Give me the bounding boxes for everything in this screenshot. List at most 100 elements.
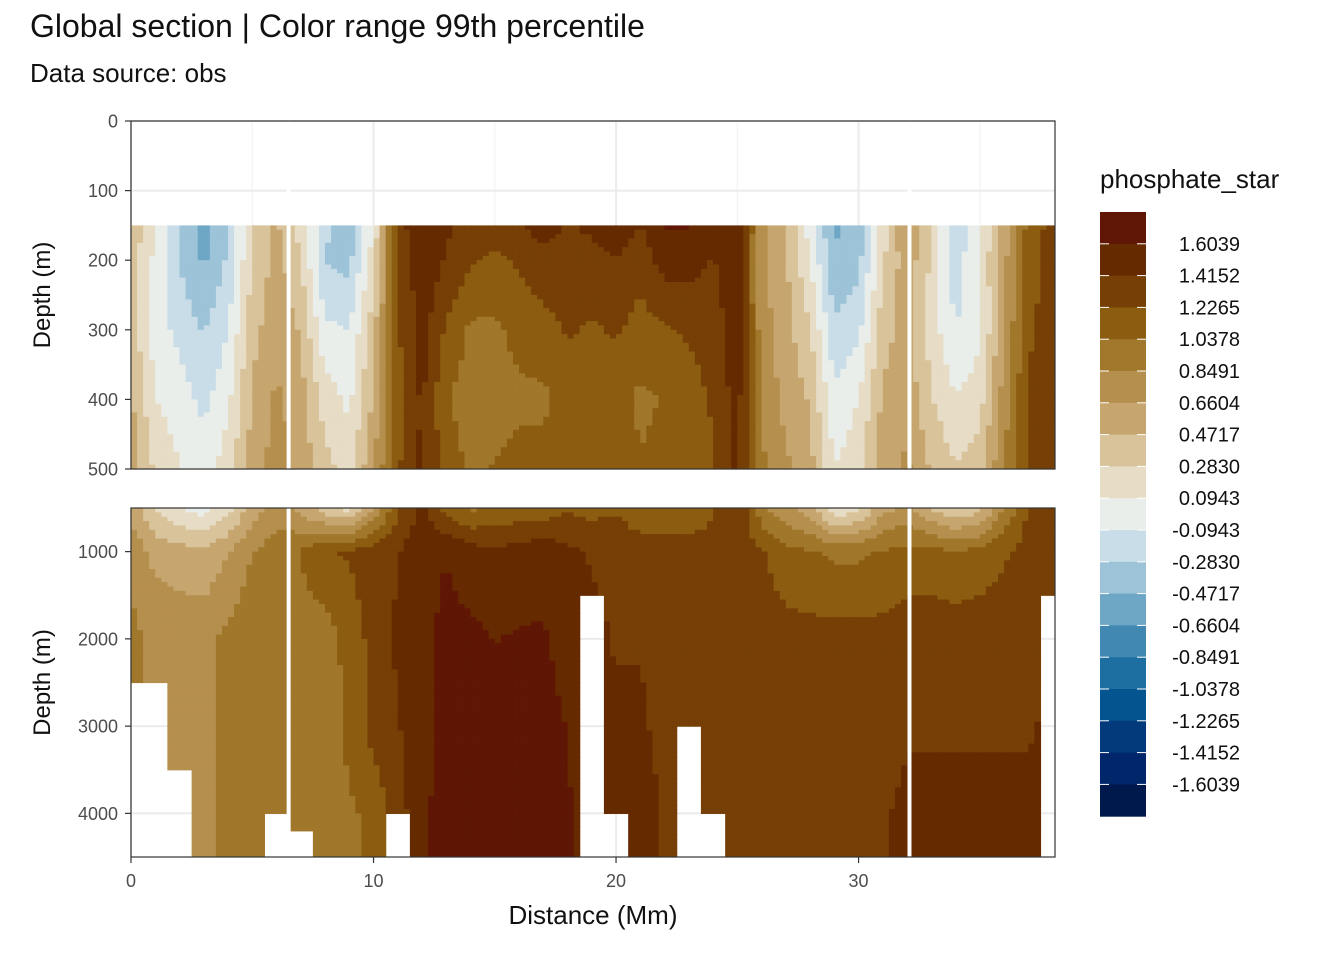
heatmap-cell bbox=[215, 364, 223, 370]
heatmap-cell bbox=[452, 403, 459, 409]
heatmap-cell bbox=[197, 460, 205, 466]
heatmap-cell bbox=[567, 390, 575, 396]
heatmap-cell bbox=[258, 368, 265, 374]
heatmap-cell bbox=[294, 403, 302, 409]
heatmap-cell bbox=[391, 273, 399, 279]
heatmap-cell bbox=[349, 242, 356, 248]
heatmap-cell bbox=[622, 390, 629, 396]
heatmap-cell bbox=[325, 425, 332, 431]
heatmap-cell bbox=[452, 429, 459, 435]
heatmap-cell bbox=[519, 329, 526, 335]
heatmap-cell bbox=[379, 390, 387, 396]
heatmap-cell bbox=[609, 264, 617, 270]
heatmap-cell bbox=[197, 238, 205, 244]
heatmap-cell bbox=[325, 268, 332, 274]
heatmap-cell bbox=[634, 368, 641, 374]
heatmap-cell bbox=[591, 234, 599, 240]
heatmap-cell bbox=[525, 338, 532, 344]
heatmap-cell bbox=[537, 242, 544, 248]
heatmap-cell bbox=[506, 438, 514, 444]
heatmap-cell bbox=[628, 442, 635, 448]
heatmap-cell bbox=[555, 290, 563, 296]
heatmap-cell bbox=[519, 277, 526, 283]
heatmap-cell bbox=[373, 377, 381, 383]
heatmap-cell bbox=[246, 451, 253, 457]
heatmap-cell bbox=[555, 264, 563, 270]
heatmap-cell bbox=[355, 355, 362, 361]
heatmap-cell bbox=[397, 255, 405, 261]
heatmap-cell bbox=[452, 347, 459, 353]
heatmap-cell bbox=[379, 295, 387, 300]
heatmap-cell bbox=[343, 364, 350, 370]
heatmap-cell bbox=[349, 255, 356, 261]
heatmap-cell bbox=[221, 273, 229, 279]
heatmap-cell bbox=[131, 334, 138, 340]
heatmap-cell bbox=[440, 281, 447, 287]
heatmap-cell bbox=[258, 390, 265, 396]
heatmap-cell bbox=[191, 281, 199, 287]
heatmap-cell bbox=[616, 242, 623, 248]
heatmap-cell bbox=[131, 277, 138, 283]
heatmap-cell bbox=[500, 281, 508, 287]
heatmap-cell bbox=[555, 238, 563, 244]
heatmap-cell bbox=[640, 360, 647, 366]
heatmap-cell bbox=[143, 351, 150, 357]
heatmap-cell bbox=[228, 316, 235, 322]
heatmap-cell bbox=[349, 238, 356, 244]
heatmap-cell bbox=[367, 364, 375, 370]
heatmap-cell bbox=[397, 247, 405, 253]
heatmap-cell bbox=[500, 268, 508, 274]
heatmap-cell bbox=[391, 447, 399, 453]
heatmap-cell bbox=[318, 255, 326, 261]
heatmap-cell bbox=[452, 442, 459, 448]
heatmap-cell bbox=[379, 268, 387, 274]
heatmap-cell bbox=[464, 364, 472, 370]
heatmap-cell bbox=[543, 408, 550, 414]
heatmap-cell bbox=[458, 408, 466, 414]
heatmap-cell bbox=[167, 438, 175, 444]
heatmap-cell bbox=[318, 438, 326, 444]
heatmap-cell bbox=[349, 260, 356, 266]
heatmap-cell bbox=[422, 421, 429, 427]
heatmap-cell bbox=[440, 290, 447, 296]
heatmap-cell bbox=[549, 290, 557, 296]
heatmap-cell bbox=[609, 408, 617, 414]
heatmap-cell bbox=[634, 460, 641, 466]
heatmap-cell bbox=[228, 403, 235, 409]
heatmap-cell bbox=[173, 390, 181, 396]
heatmap-cell bbox=[270, 321, 278, 327]
heatmap-cell bbox=[240, 355, 247, 361]
heatmap-cell bbox=[537, 338, 544, 344]
heatmap-cell bbox=[616, 273, 623, 279]
heatmap-cell bbox=[397, 242, 405, 248]
heatmap-cell bbox=[506, 460, 514, 466]
heatmap-cell bbox=[628, 416, 635, 422]
heatmap-cell bbox=[488, 421, 496, 427]
heatmap-cell bbox=[203, 312, 211, 318]
heatmap-cell bbox=[652, 329, 660, 335]
heatmap-cell bbox=[167, 295, 175, 300]
heatmap-cell bbox=[397, 451, 405, 457]
heatmap-cell bbox=[452, 225, 459, 231]
heatmap-cell bbox=[628, 429, 635, 435]
heatmap-cell bbox=[131, 412, 138, 418]
heatmap-cell bbox=[537, 351, 544, 357]
heatmap-cell bbox=[343, 464, 350, 469]
heatmap-cell bbox=[446, 308, 453, 313]
heatmap-cell bbox=[215, 273, 223, 279]
heatmap-cell bbox=[616, 229, 623, 235]
heatmap-cell bbox=[458, 303, 466, 309]
heatmap-cell bbox=[628, 351, 635, 357]
heatmap-cell bbox=[137, 386, 144, 392]
heatmap-cell bbox=[337, 321, 344, 327]
heatmap-cell bbox=[318, 281, 326, 287]
heatmap-cell bbox=[658, 238, 666, 244]
heatmap-cell bbox=[573, 303, 581, 309]
heatmap-cell bbox=[658, 360, 666, 366]
heatmap-cell bbox=[185, 273, 193, 279]
heatmap-cell bbox=[506, 447, 514, 453]
heatmap-cell bbox=[519, 316, 526, 322]
heatmap-cell bbox=[355, 342, 362, 348]
heatmap-cell bbox=[306, 421, 314, 427]
heatmap-cell bbox=[173, 460, 181, 466]
